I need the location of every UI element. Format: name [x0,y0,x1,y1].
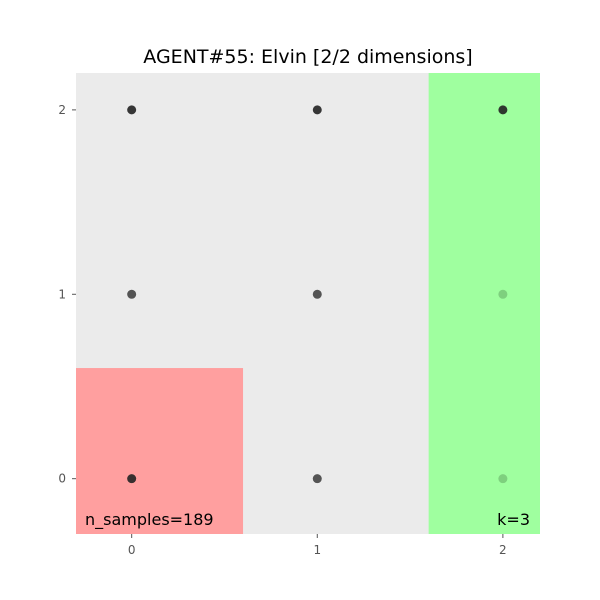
red-region [76,368,244,534]
x-tick-label: 2 [499,543,507,557]
axis-ticks: 0 1 2 0 1 2 [58,103,506,557]
green-region [428,73,540,534]
chart-title: AGENT#55: Elvin [2/2 dimensions] [143,46,472,68]
x-tick-label: 0 [128,543,136,557]
k-label: k=3 [497,510,530,529]
data-point [127,474,137,484]
y-tick-label: 1 [58,287,66,301]
data-point [312,289,322,299]
data-point [127,105,137,115]
x-tick-label: 1 [313,543,321,557]
data-point [312,474,322,484]
data-point [127,289,137,299]
data-point [312,105,322,115]
plot-area [76,73,540,534]
data-point [498,289,508,299]
data-point [498,474,508,484]
data-point [498,105,508,115]
y-tick-label: 0 [58,472,66,486]
y-tick-label: 2 [58,103,66,117]
n-samples-label: n_samples=189 [85,510,214,530]
